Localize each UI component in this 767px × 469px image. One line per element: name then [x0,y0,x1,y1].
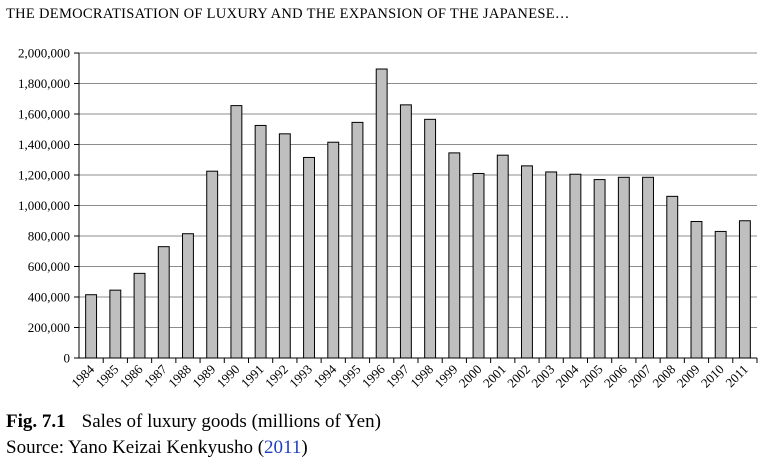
x-tick-label: 2005 [577,362,606,391]
y-tick-label: 0 [64,351,71,366]
bar-2005 [593,179,606,359]
gridlines [79,52,757,328]
x-tick-label: 2000 [456,362,485,391]
bar-2004 [569,173,582,359]
bar-1989 [206,170,219,359]
y-tick-label: 600,000 [28,259,70,274]
x-tick-label: 2004 [553,361,582,390]
bar-1988 [182,233,194,359]
y-tick-label: 1,000,000 [18,198,70,213]
bar-1997 [399,104,412,359]
running-head: THE DEMOCRATISATION OF LUXURY AND THE EX… [6,6,570,22]
x-tick-label: 2011 [722,362,751,391]
bar-1992 [278,133,291,359]
bar-1994 [327,141,340,359]
bar-1995 [351,121,364,359]
bar-1998 [424,118,437,359]
sales-bar-chart: 0 200,000 400,000 600,000 800,000 1,000,000 1,… [18,46,758,391]
source-prefix: Source: Yano Keizai Kenkyusho ( [6,437,265,458]
x-tick-label: 2003 [528,362,557,391]
bar-1986 [133,272,146,359]
bar-2010 [714,230,727,359]
bar-1985 [109,289,122,359]
x-tick-label: 1984 [68,361,97,390]
x-tick-label: 2007 [625,361,654,390]
bar-1991 [254,124,267,359]
x-tick-label: 1994 [310,361,339,390]
x-tick-label: 1997 [383,361,412,390]
y-tick-label: 1,400,000 [18,137,70,152]
bar-2008 [666,195,679,359]
y-tick-label: 400,000 [28,290,70,305]
x-tick-label: 1991 [238,362,267,391]
bar-2009 [690,221,703,359]
x-tick-labels: 1984198519861987198819891990199119921993… [68,358,758,391]
bar-2003 [545,171,558,359]
bar-2011 [738,220,751,359]
bar-1990 [230,105,243,359]
figure-label: Fig. 7.1 [6,411,66,432]
bars [85,68,751,359]
bar-1996 [375,68,388,359]
y-tick-label: 200,000 [28,320,70,335]
bar-2006 [617,176,630,359]
source-citation-year[interactable]: 2011 [264,437,302,458]
x-tick-label: 2010 [698,362,727,391]
y-tick-label: 2,000,000 [18,46,70,61]
y-tick-label: 1,800,000 [18,76,70,91]
x-tick-label: 1992 [262,362,291,391]
source-suffix: ) [301,437,308,458]
x-tick-label: 1996 [359,361,388,390]
x-tick-label: 1986 [117,361,146,390]
bar-1999 [448,152,461,359]
x-tick-label: 2006 [601,361,630,390]
bar-1984 [85,294,98,359]
y-tick-label: 1,200,000 [18,168,70,183]
x-tick-label: 2009 [674,362,703,391]
x-tick-label: 2001 [480,362,509,391]
x-tick-label: 1998 [407,362,436,391]
bar-2000 [472,172,485,359]
x-tick-label: 1999 [431,362,460,391]
bar-1993 [303,156,315,359]
x-tick-label: 1987 [141,361,170,390]
y-tick-labels: 0 200,000 400,000 600,000 800,000 1,000,000 1,… [18,46,79,366]
bar-2001 [496,154,509,359]
x-tick-label: 2008 [649,362,678,391]
x-tick-label: 1995 [335,362,364,391]
figure-caption-text: Sales of luxury goods (millions of Yen) [81,411,381,432]
x-tick-label: 1985 [92,362,121,391]
x-tick-label: 1990 [214,362,243,391]
y-tick-label: 1,600,000 [18,107,70,122]
source-note: Source: Yano Keizai Kenkyusho (2011) [6,436,308,460]
bar-1987 [157,246,170,359]
y-tick-label: 800,000 [28,229,70,244]
x-tick-label: 2002 [504,362,533,391]
x-tick-label: 1993 [286,362,315,391]
x-tick-label: 1988 [165,362,194,391]
x-tick-label: 1989 [189,362,218,391]
bar-2002 [521,165,533,359]
bar-2007 [642,176,654,359]
figure-caption: Fig. 7.1 Sales of luxury goods (millions … [6,410,381,434]
